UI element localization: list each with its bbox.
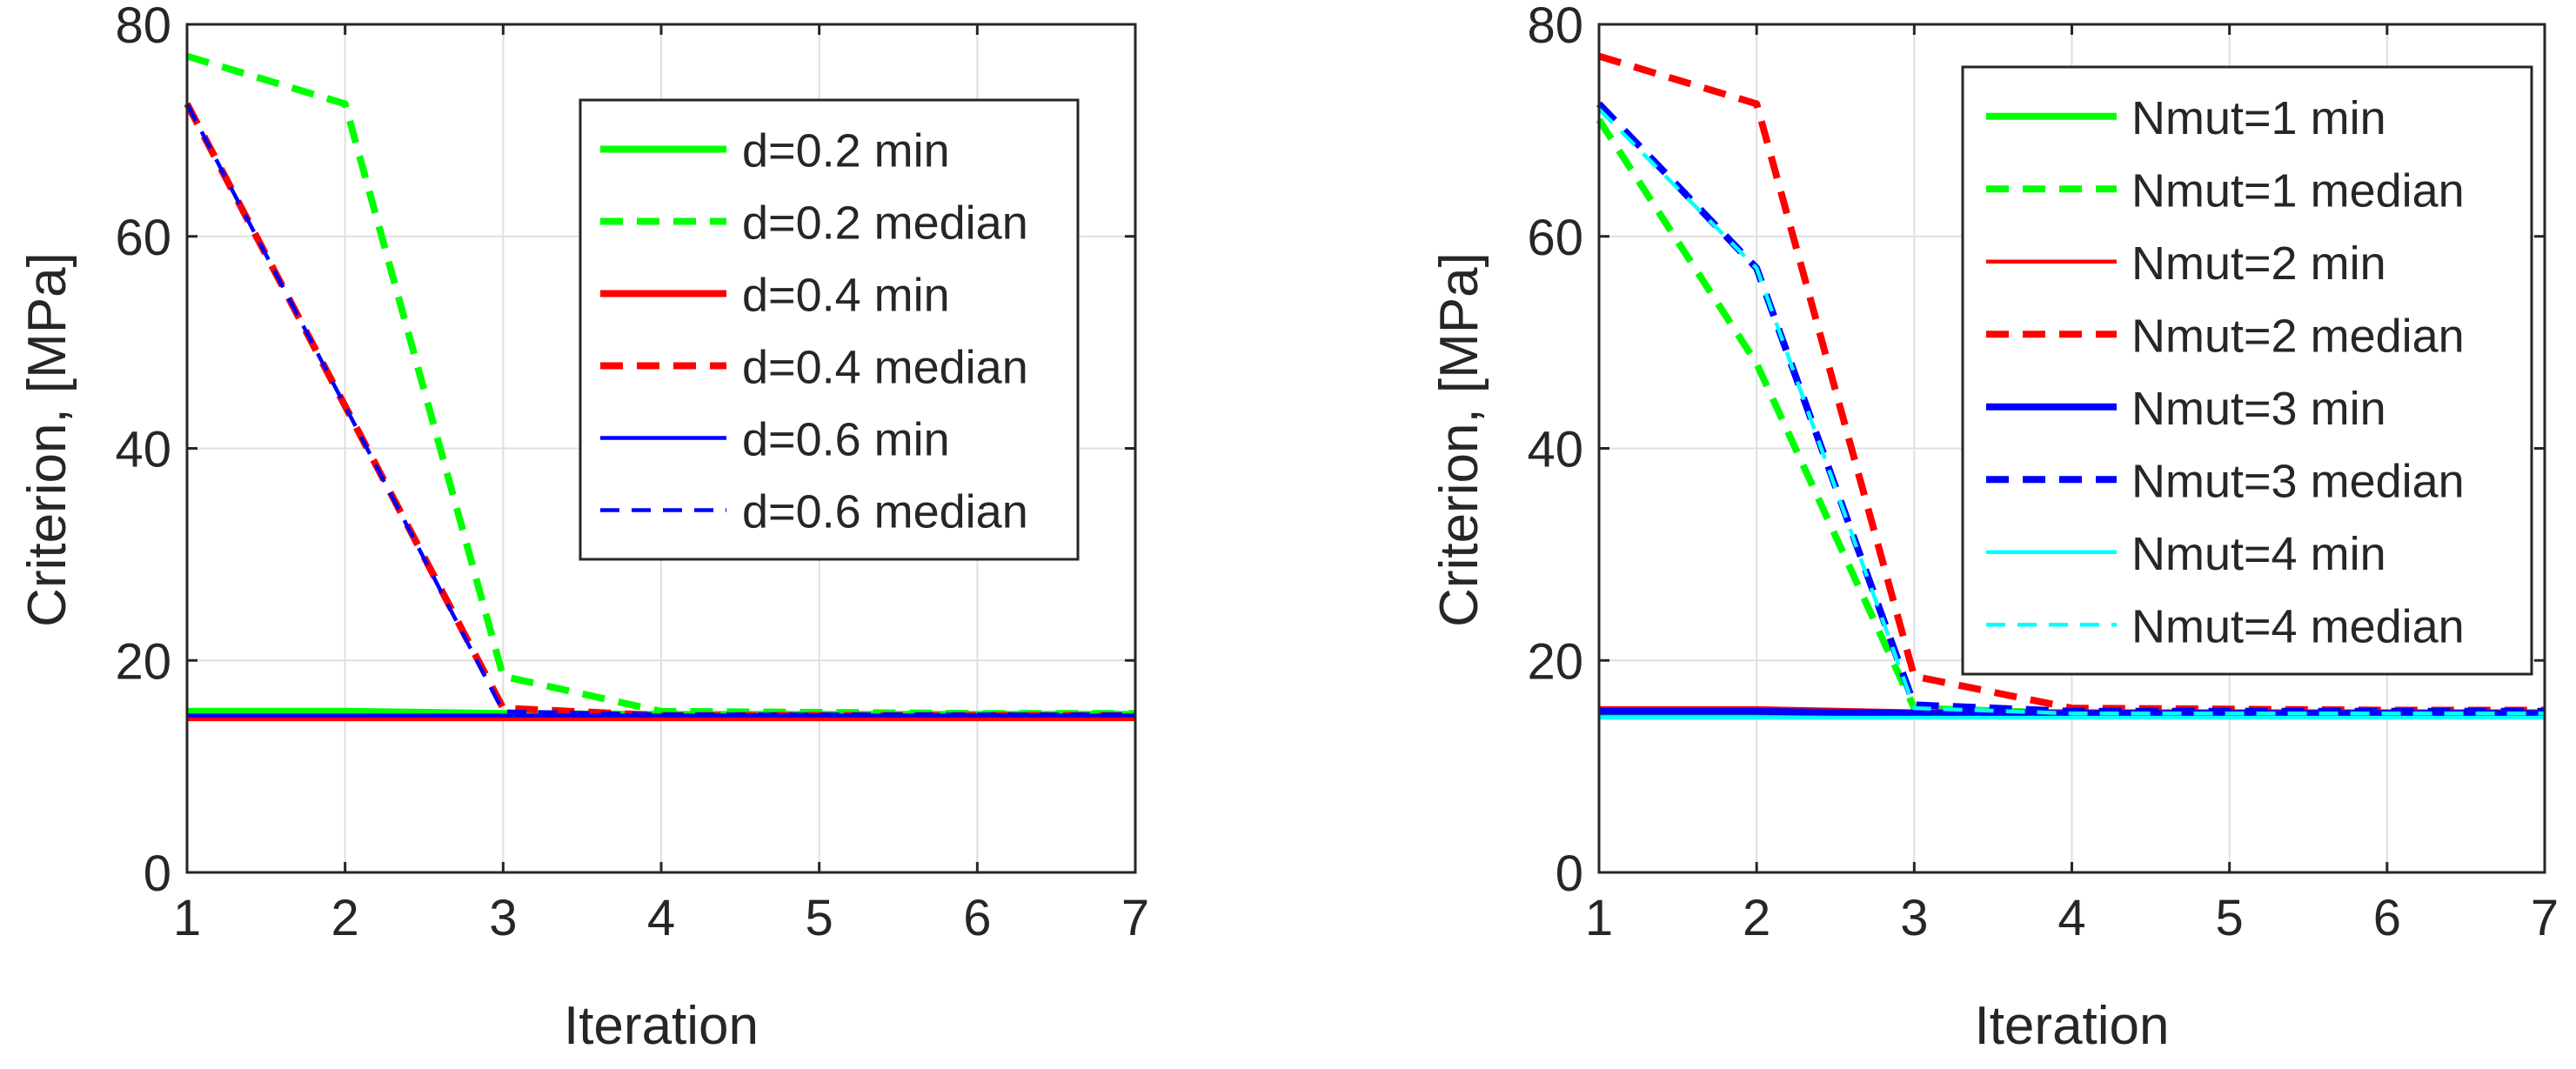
series-line-1 [185,52,1135,718]
y-tick-label: 40 [115,422,171,478]
legend: d=0.2 min d=0.2 median d=0.4 min d=0.4 medi… [579,98,1080,561]
series-line-7 [1597,107,2545,716]
legend-box [579,98,1080,561]
x-tick-label: 6 [963,890,991,946]
y-axis-label: Criterion, [MPa] [1429,252,1489,627]
series-line-3 [184,102,1135,719]
legend: Nmut=1 min Nmut=1 median Nmut=2 min Nmut=2 … [1961,65,2533,676]
y-tick-label: 20 [1527,633,1583,690]
chart-right-mutation-count: 1 2 3 4 5 6 7 0 20 40 60 80 Iteration Criterion, [MPa… [1429,0,2559,1056]
x-tick-label: 3 [489,890,517,946]
y-tick-label: 0 [1556,845,1583,902]
chart-left-distance-parameter: 1 2 3 4 5 6 7 0 20 40 60 80 Iteration Criterion, [MPa… [17,0,1149,1056]
y-tick-label: 80 [115,0,171,54]
legend-entry-0: Nmut=1 min [2131,92,2386,144]
x-axis-label: Iteration [564,996,759,1056]
legend-entry-0: d=0.2 min [742,125,950,177]
x-tick-label: 2 [331,890,359,946]
y-tick-label: 60 [115,210,171,266]
legend-entry-1: d=0.2 median [742,197,1028,250]
y-axis-label: Criterion, [MPa] [17,252,77,627]
legend-entry-4: Nmut=3 min [2131,383,2386,435]
legend-entry-5: Nmut=3 median [2131,455,2465,507]
x-tick-label: 5 [2216,890,2244,946]
legend-entry-1: Nmut=1 median [2131,164,2465,217]
y-tick-label: 60 [1527,210,1583,266]
legend-entry-2: d=0.4 min [742,270,950,322]
legend-entry-4: d=0.6 min [742,414,950,466]
legend-entry-5: d=0.6 median [742,486,1028,538]
x-tick-label: 7 [2531,890,2559,946]
legend-box [1961,65,2533,676]
legend-entry-2: Nmut=2 min [2131,237,2386,290]
legend-entry-6: Nmut=4 min [2131,528,2386,580]
x-tick-label: 3 [1900,890,1928,946]
x-tick-label: 6 [2373,890,2401,946]
series-line-5 [185,103,1135,717]
x-tick-label: 5 [806,890,833,946]
x-tick-label: 1 [1585,890,1613,946]
x-tick-label: 4 [2057,890,2085,946]
x-axis-label: Iteration [1974,996,2169,1056]
y-tick-label: 0 [144,845,171,902]
y-tick-label: 20 [115,633,171,690]
legend-entry-3: Nmut=2 median [2131,310,2465,362]
y-tick-label: 80 [1527,0,1583,54]
x-tick-label: 7 [1121,890,1149,946]
x-tick-label: 4 [647,890,675,946]
x-tick-label: 1 [173,890,201,946]
x-tick-label: 2 [1743,890,1770,946]
legend-entry-7: Nmut=4 median [2131,600,2465,652]
y-tick-label: 40 [1527,422,1583,478]
legend-entry-3: d=0.4 median [742,342,1028,394]
